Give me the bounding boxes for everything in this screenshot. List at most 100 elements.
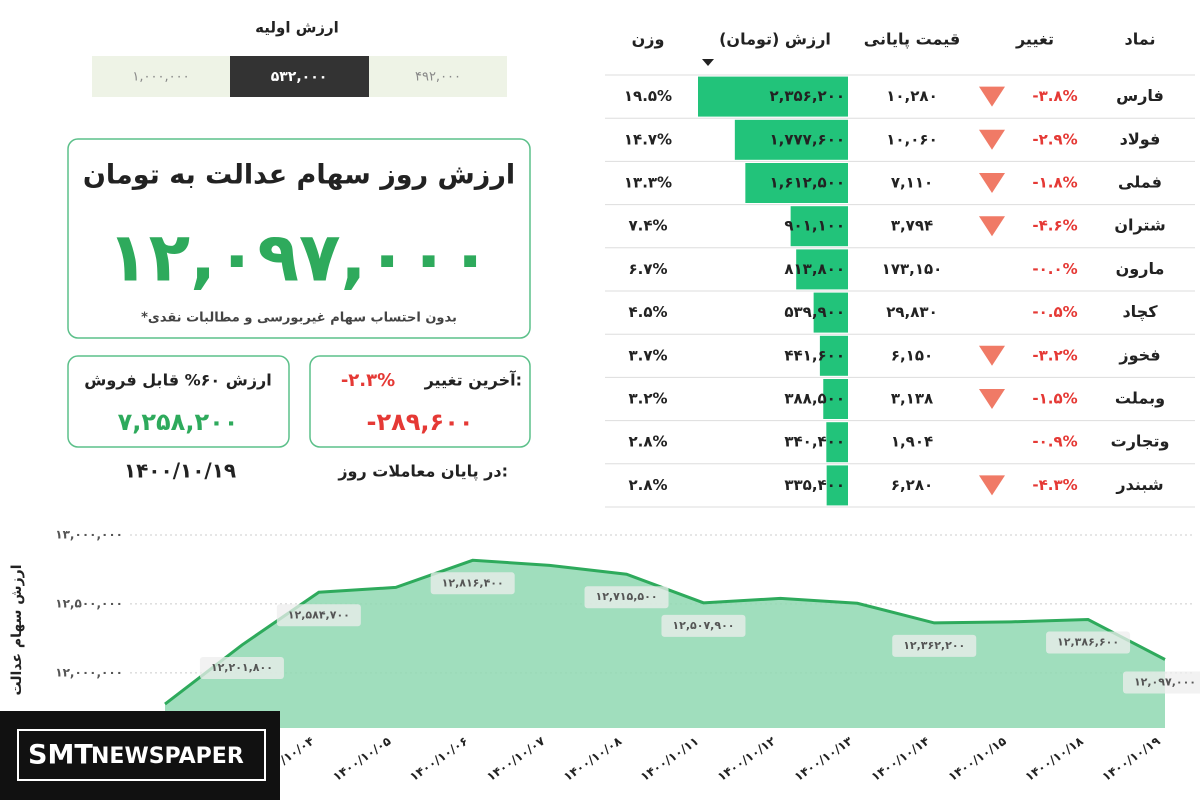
option-text[interactable]: ۵۳۲,۰۰۰	[271, 69, 328, 85]
value-label-box	[1046, 631, 1131, 654]
x-tick-label: ۱۴۰۰/۱۰/۱۵	[946, 734, 1009, 784]
symbol: فخوز	[1118, 345, 1160, 364]
column-header[interactable]: تغییر	[1015, 30, 1054, 49]
price: ۶,۲۸۰	[891, 476, 933, 494]
sellable-label: ارزش ۶۰% قابل فروش	[84, 371, 272, 390]
change-percent: -۲.۳%	[341, 370, 395, 391]
date: ۱۴۰۰/۱۰/۱۹	[124, 459, 236, 483]
summary-card	[67, 138, 531, 339]
column-header[interactable]: قیمت پایانی	[864, 30, 960, 50]
value-bar	[734, 119, 848, 160]
value-label: ۱۲,۲۰۱,۸۰۰	[211, 661, 273, 674]
change: -۴.۳%	[1032, 476, 1077, 494]
logo-background	[0, 711, 280, 800]
change: -۲.۹%	[1032, 130, 1077, 148]
change: -۳.۸%	[1032, 87, 1077, 105]
date-label: در پایان معاملات روز:	[337, 462, 508, 482]
change: -۰.۵%	[1032, 303, 1077, 321]
symbol: مارون	[1116, 259, 1165, 278]
down-arrow	[979, 173, 1005, 193]
value-bar	[698, 76, 848, 117]
value-label-box	[430, 572, 515, 595]
weight: ۳.۲%	[628, 390, 667, 408]
value-label: ۱۲,۵۸۴,۷۰۰	[288, 608, 350, 621]
option[interactable]	[369, 56, 507, 97]
price: ۷,۱۱۰	[891, 174, 933, 192]
value-label-box	[276, 604, 361, 627]
symbol: فولاد	[1120, 129, 1161, 148]
change: -۰.۰%	[1032, 260, 1077, 278]
change: -۰.۹%	[1032, 433, 1077, 451]
change: -۴.۶%	[1032, 217, 1077, 235]
value-label-box	[584, 586, 669, 609]
weight: ۶.۷%	[628, 260, 667, 278]
symbol: شبندر	[1115, 475, 1163, 494]
price: ۱,۹۰۴	[891, 433, 933, 451]
option-text[interactable]: ۴۹۲,۰۰۰	[415, 70, 461, 85]
option-text[interactable]: ۱,۰۰۰,۰۰۰	[132, 70, 189, 85]
sort-indicator	[702, 59, 714, 66]
change-label: آخرین تغییر:	[424, 370, 522, 390]
value-label-box	[1123, 671, 1200, 694]
value-label: ۱۲,۸۱۶,۴۰۰	[442, 576, 504, 589]
column-header[interactable]: وزن	[632, 30, 665, 49]
weight: ۲.۸%	[628, 476, 667, 494]
value: ۹۰۱,۱۰۰	[784, 217, 845, 235]
area	[165, 560, 1165, 728]
logo-frame	[17, 729, 266, 781]
value-label: ۱۲,۳۶۲,۲۰۰	[903, 639, 965, 652]
value: ۳۳۵,۴۰۰	[784, 476, 845, 494]
change-card	[309, 355, 531, 448]
symbol: کچاد	[1122, 302, 1158, 322]
value-bar	[823, 379, 848, 419]
value-label: ۱۲,۰۹۷,۰۰۰	[1134, 675, 1196, 688]
option[interactable]	[92, 56, 230, 97]
value-label-box	[199, 657, 284, 680]
y-tick-label: ۱۲,۰۰۰,۰۰۰	[55, 665, 123, 679]
price: ۳,۷۹۴	[891, 217, 933, 235]
change: -۳.۲%	[1032, 346, 1077, 364]
logo-name: NEWSPAPER	[91, 744, 244, 769]
change-value: -۲۸۹,۶۰۰	[367, 408, 474, 436]
down-arrow	[979, 475, 1005, 496]
down-arrow	[979, 86, 1005, 107]
x-tick-label: ۱۴۰۰/۱۰/۱۱	[638, 734, 701, 784]
value: ۱,۷۷۷,۶۰۰	[770, 130, 845, 148]
summary-value: ۱۲,۰۹۷,۰۰۰	[107, 219, 491, 298]
value: ۳۸۸,۵۰۰	[784, 390, 845, 408]
change: -۱.۵%	[1032, 390, 1077, 408]
x-tick-label: ۱۴۰۰/۱۰/۰۶	[407, 734, 470, 784]
price: ۱۰,۲۸۰	[886, 87, 937, 105]
column-header[interactable]: ارزش (تومان)	[719, 30, 831, 49]
value-bar	[826, 422, 848, 463]
down-arrow	[979, 345, 1005, 366]
value: ۸۱۳,۸۰۰	[784, 260, 845, 278]
x-tick-label: ۱۴۰۰/۱۰/۱۸	[1023, 733, 1087, 783]
symbol: فارس	[1116, 86, 1164, 105]
summary-title: ارزش روز سهام عدالت به تومان	[83, 160, 515, 191]
symbol: فملی	[1118, 173, 1162, 192]
weight: ۲.۸%	[628, 433, 667, 451]
x-tick-label: ۱۴۰۰/۱۰/۱۹	[1100, 733, 1164, 783]
option-selected[interactable]	[230, 56, 369, 97]
value: ۲,۳۵۶,۲۰۰	[770, 87, 845, 105]
value-label: ۱۲,۳۸۶,۶۰۰	[1057, 636, 1119, 649]
value: ۴۴۱,۶۰۰	[784, 346, 845, 364]
symbol: وبملت	[1115, 389, 1165, 408]
value-label: ۱۲,۷۱۵,۵۰۰	[595, 590, 657, 603]
price: ۳,۱۳۸	[891, 390, 933, 408]
weight: ۳.۷%	[628, 346, 667, 364]
price: ۶,۱۵۰	[891, 346, 933, 364]
value: ۵۳۹,۹۰۰	[784, 303, 845, 321]
x-tick-label: ۱۴۰۰/۱۰/۱۲	[715, 733, 779, 783]
column-header[interactable]: نماد	[1125, 30, 1156, 49]
y-axis-title: ارزش سهام عدالت	[9, 564, 25, 695]
x-tick-label: ۱۴۰۰/۱۰/۱۴	[869, 734, 932, 784]
sellable-value: ۷,۲۵۸,۲۰۰	[118, 408, 239, 436]
value-label: ۱۲,۵۰۷,۹۰۰	[672, 619, 734, 632]
x-tick-label: ۱۴۰۰/۱۰/۰۵	[330, 734, 393, 784]
weight: ۴.۵%	[628, 303, 667, 321]
value-bar	[826, 465, 848, 506]
value-bar	[813, 292, 848, 333]
